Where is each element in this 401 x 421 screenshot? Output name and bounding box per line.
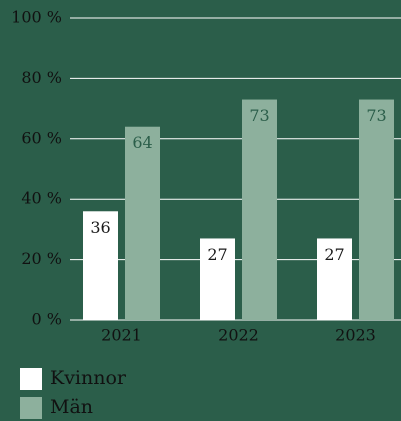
value-label: 64 [132,133,152,152]
y-tick-label: 40 % [21,189,62,208]
y-tick-label: 80 % [21,68,62,87]
legend-swatch [20,368,42,390]
value-label: 27 [324,245,344,264]
x-tick-label: 2023 [335,326,376,345]
y-tick-label: 0 % [32,310,62,329]
y-tick-label: 100 % [11,8,62,27]
y-tick-label: 60 % [21,128,62,147]
y-tick-label: 20 % [21,249,62,268]
x-tick-label: 2021 [101,326,142,345]
bar [125,126,160,320]
value-label: 73 [249,106,269,125]
legend-swatch [20,397,42,419]
bar [242,99,277,320]
bar [200,238,235,320]
value-label: 36 [90,218,110,237]
legend-label: Män [50,396,93,418]
x-tick-label: 2022 [218,326,259,345]
bar [317,238,352,320]
value-label: 27 [207,245,227,264]
bar [83,211,118,320]
legend-label: Kvinnor [50,367,127,389]
value-label: 73 [366,106,386,125]
bar [359,99,394,320]
